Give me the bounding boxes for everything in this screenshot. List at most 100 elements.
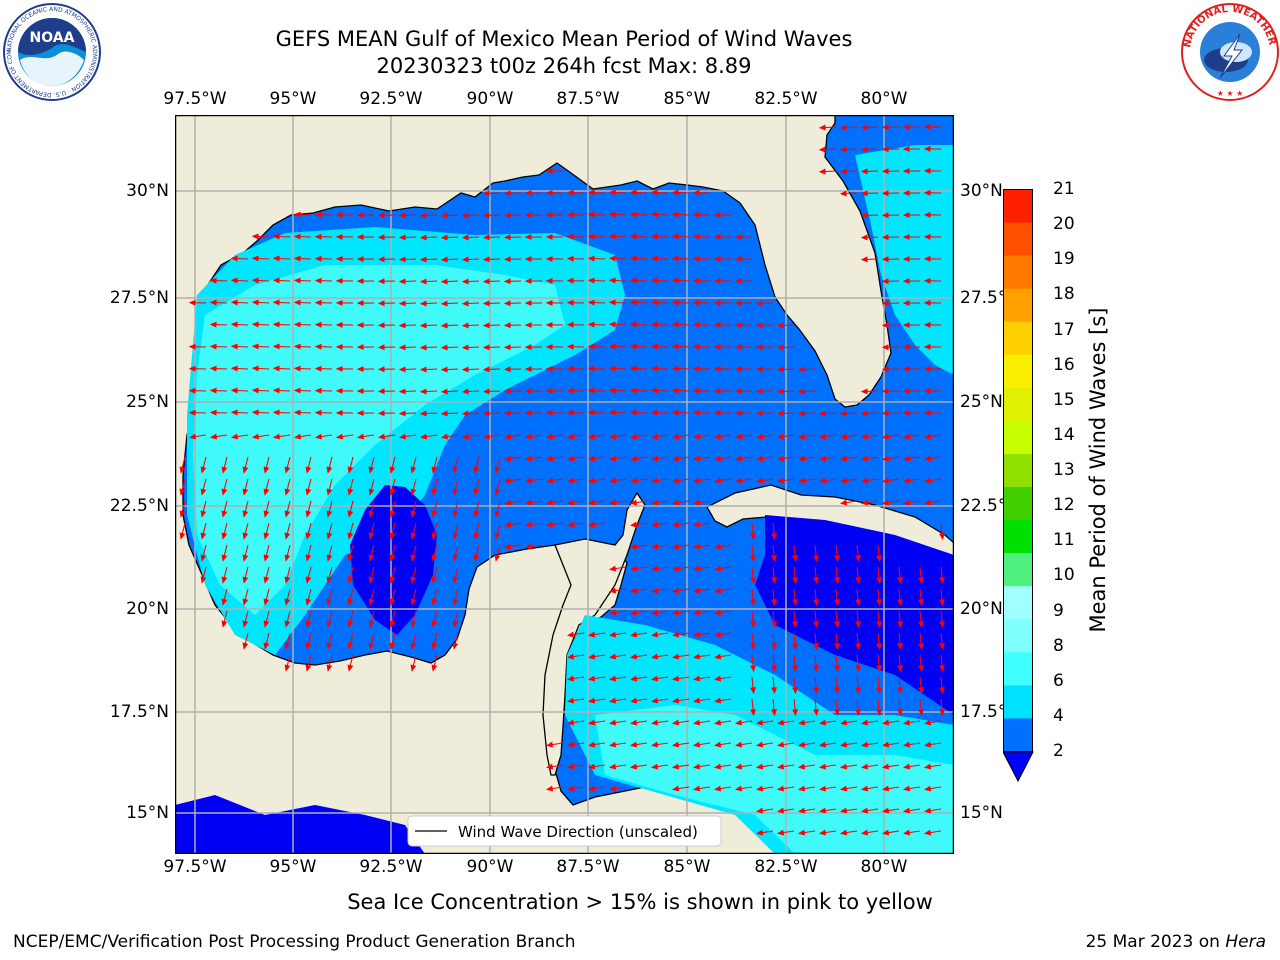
wave-direction-arrowhead <box>461 433 470 440</box>
wave-direction-arrowhead <box>692 477 701 484</box>
wave-direction-arrowhead <box>629 409 637 416</box>
wave-direction-arrowhead <box>284 488 291 496</box>
wave-direction-arrowhead <box>608 653 617 660</box>
lon-tick-label: 82.5°W <box>754 857 818 877</box>
nws-logo: NATIONAL WEATHER SERVICE ★ ★ ★ <box>1180 2 1279 101</box>
wave-direction-arrowhead <box>440 344 448 351</box>
wave-direction-arrowhead <box>939 709 945 717</box>
wave-direction-arrowhead <box>750 577 756 585</box>
wave-direction-arrowhead <box>650 565 659 572</box>
wave-direction-arrowhead <box>335 365 343 372</box>
wave-direction-arrowhead <box>419 433 428 440</box>
wave-direction-arrowhead <box>272 277 280 284</box>
wave-direction-arrowhead <box>629 719 638 726</box>
wave-direction-arrowhead <box>797 388 805 395</box>
wave-direction-arrowhead <box>671 763 680 770</box>
wave-direction-arrowhead <box>734 410 742 417</box>
wave-direction-arrowhead <box>440 433 449 440</box>
wave-direction-arrowhead <box>818 410 826 417</box>
wave-direction-arrowhead <box>431 620 438 628</box>
wave-direction-arrowhead <box>545 455 554 462</box>
wave-direction-arrowhead <box>813 621 819 629</box>
wave-direction-arrowhead <box>272 255 280 262</box>
wave-direction-arrowhead <box>755 741 764 748</box>
wave-direction-arrowhead <box>452 642 459 650</box>
wave-direction-arrowhead <box>629 477 638 484</box>
credit-text: NCEP/EMC/Verification Post Processing Pr… <box>13 932 576 952</box>
wave-direction-arrowhead <box>503 388 511 395</box>
wave-direction-arrowhead <box>431 510 438 518</box>
wave-direction-arrowhead <box>482 234 490 241</box>
wave-direction-arrowhead <box>608 409 616 416</box>
wave-direction-arrowhead <box>251 387 259 394</box>
wave-direction-arrowhead <box>939 621 945 629</box>
wave-direction-arrowhead <box>671 299 679 306</box>
wave-direction-arrowhead <box>587 343 595 350</box>
wave-direction-arrowhead <box>566 365 574 372</box>
wave-direction-arrowhead <box>839 433 848 440</box>
wave-direction-arrowhead <box>410 576 417 584</box>
wave-direction-arrowhead <box>692 543 701 550</box>
wave-direction-arrowhead <box>242 488 249 496</box>
lat-tick-label: 25°N <box>126 392 169 412</box>
wave-direction-arrowhead <box>461 366 469 373</box>
wave-direction-arrowhead <box>923 123 931 130</box>
wave-direction-arrowhead <box>284 664 291 672</box>
wave-direction-arrowhead <box>335 255 343 262</box>
wave-direction-arrowhead <box>314 255 322 262</box>
wave-direction-arrowhead <box>545 433 554 440</box>
wave-direction-arrowhead <box>263 510 270 518</box>
lat-tick-label: 17.5°N <box>109 702 169 722</box>
wave-direction-arrowhead <box>834 643 840 651</box>
wave-direction-arrowhead <box>503 455 512 462</box>
wave-direction-arrowhead <box>608 387 616 394</box>
wave-direction-arrowhead <box>918 577 924 585</box>
wave-direction-arrowhead <box>230 433 239 440</box>
wave-direction-arrowhead <box>650 653 659 660</box>
wave-direction-arrowhead <box>608 321 616 328</box>
colorbar-tick: 12 <box>1053 495 1075 516</box>
wave-direction-arrowhead <box>473 488 480 496</box>
colorbar-band <box>1003 486 1033 521</box>
wave-direction-arrowhead <box>608 277 616 284</box>
wave-direction-arrowhead <box>242 466 249 474</box>
lon-tick-label: 85°W <box>663 857 711 877</box>
wave-direction-arrowhead <box>776 410 784 417</box>
wave-direction-arrowhead <box>356 410 364 417</box>
wave-direction-arrowhead <box>939 643 945 651</box>
wave-direction-arrowhead <box>356 256 364 263</box>
wave-direction-arrowhead <box>897 577 903 585</box>
wave-direction-arrowhead <box>923 365 931 372</box>
wave-direction-arrowhead <box>734 433 743 440</box>
lat-tick-label: 20°N <box>126 599 169 619</box>
wave-direction-arrowhead <box>650 675 659 682</box>
wave-direction-arrowhead <box>608 763 617 770</box>
wave-direction-arrowhead <box>692 587 701 594</box>
wave-direction-arrowhead <box>566 785 575 792</box>
lon-tick-label: 80°W <box>860 89 908 109</box>
wave-direction-arrowhead <box>356 300 364 307</box>
lon-tick-label: 90°W <box>466 89 514 109</box>
wave-direction-arrowhead <box>398 366 406 373</box>
wave-direction-arrowhead <box>734 785 743 792</box>
wave-direction-arrowhead <box>545 763 554 770</box>
wave-direction-arrowhead <box>776 829 785 836</box>
wave-direction-arrowhead <box>839 124 847 131</box>
wave-direction-arrowhead <box>188 387 196 394</box>
lon-tick-label: 87.5°W <box>556 89 620 109</box>
wave-direction-arrowhead <box>818 807 827 814</box>
wave-direction-arrowhead <box>755 829 764 836</box>
wave-direction-arrowhead <box>587 255 595 262</box>
wave-direction-arrowhead <box>452 620 459 628</box>
wave-direction-arrowhead <box>839 807 848 814</box>
wave-direction-arrowhead <box>797 741 806 748</box>
wave-direction-arrowhead <box>713 387 721 394</box>
wave-direction-arrowhead <box>650 211 658 218</box>
wave-direction-arrowhead <box>876 709 882 717</box>
wave-direction-arrowhead <box>326 620 333 628</box>
wave-direction-arrowhead <box>650 433 659 440</box>
wave-direction-arrowhead <box>755 433 764 440</box>
wave-direction-arrowhead <box>650 521 659 528</box>
wave-direction-arrowhead <box>524 477 533 484</box>
wave-direction-arrowhead <box>629 433 638 440</box>
